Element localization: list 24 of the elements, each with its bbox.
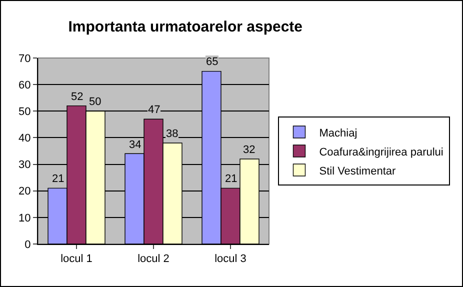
y-tick-label: 40 xyxy=(18,132,31,145)
data-label: 38 xyxy=(166,128,178,140)
data-label: 21 xyxy=(225,173,238,185)
x-tick-label: locul 1 xyxy=(60,253,92,266)
y-tick-label: 20 xyxy=(18,186,31,198)
data-label: 34 xyxy=(129,139,142,151)
chart-title: Importanta urmatoarelor aspecte xyxy=(68,18,303,36)
data-label: 21 xyxy=(52,173,64,185)
y-tick-label: 10 xyxy=(18,212,31,224)
legend-label: Stil Vestimentar xyxy=(319,165,396,178)
legend-label: Machiaj xyxy=(319,127,358,140)
y-tick-label: 60 xyxy=(18,79,31,92)
y-tick-label: 0 xyxy=(24,238,31,251)
data-label: 65 xyxy=(206,56,218,68)
data-label: 32 xyxy=(243,144,256,156)
data-label: 52 xyxy=(71,91,84,103)
y-tick-label: 30 xyxy=(18,159,31,172)
y-tick-label: 50 xyxy=(18,106,31,118)
legend-label: Coafura&ingrijirea parului xyxy=(319,146,444,158)
data-label: 47 xyxy=(148,104,160,116)
x-tick-label: locul 2 xyxy=(138,253,170,266)
data-label: 50 xyxy=(89,96,102,108)
x-tick-label: locul 3 xyxy=(214,253,246,266)
y-tick-label: 70 xyxy=(18,52,31,65)
